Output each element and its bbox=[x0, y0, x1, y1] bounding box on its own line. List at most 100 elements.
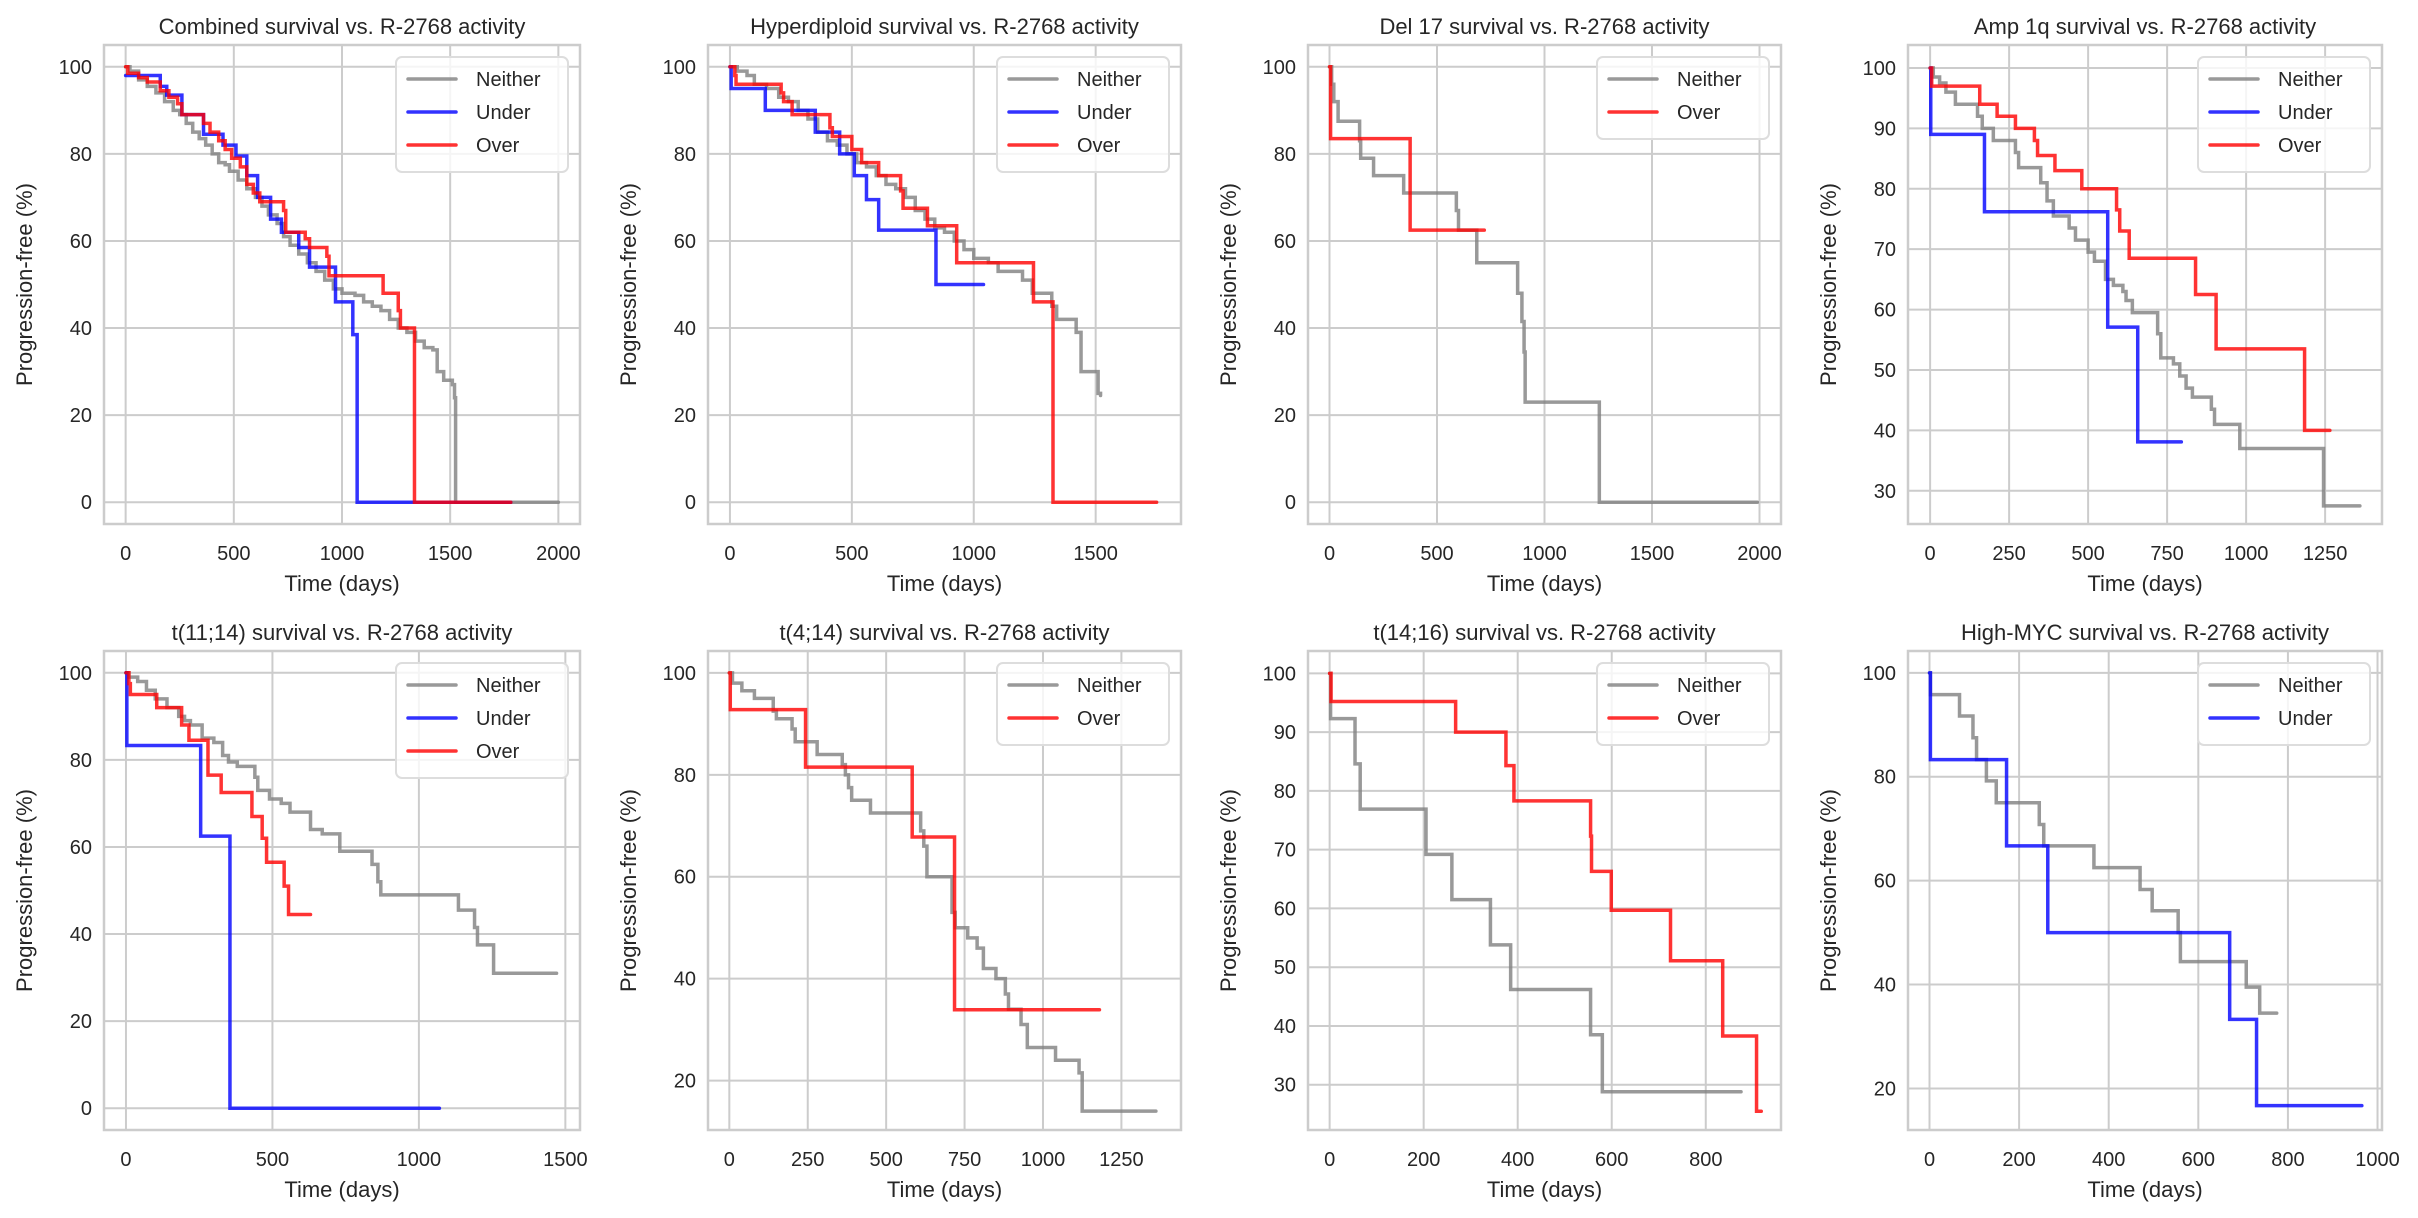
y-tick-label: 80 bbox=[674, 144, 696, 166]
y-tick-label: 40 bbox=[1874, 420, 1896, 442]
subplot-title: High-MYC survival vs. R-2768 activity bbox=[1961, 620, 2329, 645]
axes-frame bbox=[1906, 43, 2384, 526]
x-tick-label: 400 bbox=[2092, 1149, 2125, 1171]
y-tick-label: 70 bbox=[1874, 239, 1896, 261]
subplot-7: 0 200 400 600 800 30 40 50 60 70 80 90 100 t(14;16) s… bbox=[1216, 620, 1783, 1202]
x-tick-label: 0 bbox=[120, 543, 131, 565]
y-tick-label: 20 bbox=[70, 405, 92, 427]
y-tick-label: 80 bbox=[1874, 767, 1896, 789]
km-curve-neither bbox=[1927, 671, 2279, 1015]
x-axis-label: Time (days) bbox=[1487, 571, 1602, 596]
axes-frame bbox=[102, 649, 582, 1132]
y-tick-label: 100 bbox=[59, 57, 92, 79]
x-axis-label: Time (days) bbox=[2087, 571, 2202, 596]
legend: Neither Under Over bbox=[395, 56, 569, 173]
km-curve-neither bbox=[727, 671, 1158, 1113]
legend-label: Over bbox=[1077, 135, 1121, 157]
legend: Neither Over bbox=[996, 662, 1170, 746]
x-tick-label: 200 bbox=[2002, 1149, 2035, 1171]
y-tick-label: 40 bbox=[674, 969, 696, 991]
x-axis-label: Time (days) bbox=[1487, 1177, 1602, 1202]
y-tick-label: 20 bbox=[674, 1071, 696, 1093]
subplot-5: 0 500 1000 1500 0 20 40 60 80 100 t(11;14) surviva… bbox=[12, 620, 588, 1202]
x-tick-label: 250 bbox=[791, 1149, 824, 1171]
x-tick-label: 0 bbox=[1324, 1149, 1335, 1171]
x-tick-label: 500 bbox=[2071, 543, 2104, 565]
y-axis-label: Progression-free (%) bbox=[616, 183, 641, 386]
y-tick-label: 40 bbox=[1274, 1016, 1296, 1038]
y-tick-label: 80 bbox=[1274, 781, 1296, 803]
x-tick-label: 1000 bbox=[2355, 1149, 2400, 1171]
axes-frame bbox=[1306, 649, 1783, 1132]
y-tick-label: 20 bbox=[1274, 405, 1296, 427]
x-tick-label: 600 bbox=[2182, 1149, 2215, 1171]
x-tick-label: 1500 bbox=[1630, 543, 1675, 565]
y-tick-label: 80 bbox=[1274, 144, 1296, 166]
x-tick-label: 2000 bbox=[1737, 543, 1782, 565]
km-curve-under bbox=[1927, 671, 2364, 1108]
y-tick-label: 0 bbox=[81, 492, 92, 514]
axes-frame bbox=[706, 649, 1183, 1132]
x-tick-label: 0 bbox=[1925, 543, 1936, 565]
legend-label: Over bbox=[1677, 102, 1721, 124]
subplot-title: t(11;14) survival vs. R-2768 activity bbox=[172, 620, 513, 645]
y-tick-label: 100 bbox=[663, 663, 696, 685]
y-tick-label: 20 bbox=[674, 405, 696, 427]
axes-frame bbox=[1306, 43, 1783, 526]
km-curve-neither bbox=[1327, 671, 1743, 1094]
x-tick-label: 800 bbox=[2271, 1149, 2304, 1171]
y-tick-label: 0 bbox=[1285, 492, 1296, 514]
axes-frame bbox=[102, 43, 582, 526]
x-tick-label: 200 bbox=[1407, 1149, 1440, 1171]
km-curve-over bbox=[124, 671, 313, 917]
y-tick-label: 40 bbox=[674, 318, 696, 340]
legend-label: Over bbox=[1677, 708, 1721, 730]
x-tick-label: 500 bbox=[835, 543, 868, 565]
y-tick-label: 60 bbox=[70, 837, 92, 859]
y-tick-label: 100 bbox=[1263, 663, 1296, 685]
y-tick-label: 100 bbox=[663, 57, 696, 79]
y-tick-label: 20 bbox=[1874, 1078, 1896, 1100]
x-tick-label: 400 bbox=[1501, 1149, 1534, 1171]
y-tick-label: 40 bbox=[1274, 318, 1296, 340]
x-tick-label: 1000 bbox=[2224, 543, 2269, 565]
subplot-4: 0 250 500 750 1000 1250 30 40 50 60 70 80 90 100 Amp 1… bbox=[1816, 14, 2384, 596]
y-tick-label: 0 bbox=[81, 1098, 92, 1120]
y-tick-label: 60 bbox=[674, 231, 696, 253]
y-axis-label: Progression-free (%) bbox=[12, 789, 37, 992]
subplot-title: t(4;14) survival vs. R-2768 activity bbox=[779, 620, 1109, 645]
y-tick-label: 80 bbox=[1874, 179, 1896, 201]
legend-label: Neither bbox=[476, 69, 541, 91]
y-axis-label: Progression-free (%) bbox=[616, 789, 641, 992]
legend: Neither Under Over bbox=[395, 662, 569, 779]
subplot-title: Hyperdiploid survival vs. R-2768 activit… bbox=[750, 14, 1139, 39]
x-tick-label: 0 bbox=[1924, 1149, 1935, 1171]
y-tick-label: 80 bbox=[70, 144, 92, 166]
x-tick-label: 1000 bbox=[320, 543, 365, 565]
legend: Neither Under Over bbox=[996, 56, 1170, 173]
y-tick-label: 60 bbox=[1874, 871, 1896, 893]
y-axis-label: Progression-free (%) bbox=[1216, 789, 1241, 992]
x-tick-label: 500 bbox=[869, 1149, 902, 1171]
x-tick-label: 600 bbox=[1595, 1149, 1628, 1171]
y-tick-label: 100 bbox=[1263, 57, 1296, 79]
y-tick-label: 50 bbox=[1874, 360, 1896, 382]
subplot-8: 0 200 400 600 800 1000 20 40 60 80 100 High-MYC sur… bbox=[1816, 620, 2400, 1202]
legend-label: Neither bbox=[1077, 675, 1142, 697]
km-curve-neither bbox=[1928, 66, 2362, 508]
subplot-6: 0 250 500 750 1000 1250 20 40 60 80 100 t(4;14) sur… bbox=[616, 620, 1183, 1202]
y-tick-label: 30 bbox=[1874, 481, 1896, 503]
x-tick-label: 0 bbox=[724, 543, 735, 565]
x-tick-label: 0 bbox=[120, 1149, 131, 1171]
legend-label: Under bbox=[1077, 102, 1132, 124]
y-tick-label: 40 bbox=[70, 318, 92, 340]
legend: Neither Over bbox=[1596, 56, 1770, 140]
km-curve-under bbox=[1928, 66, 2184, 444]
legend-label: Over bbox=[476, 741, 520, 763]
axes-frame bbox=[706, 43, 1183, 526]
y-axis-label: Progression-free (%) bbox=[12, 183, 37, 386]
y-tick-label: 100 bbox=[59, 663, 92, 685]
legend-label: Over bbox=[476, 135, 520, 157]
x-tick-label: 250 bbox=[1992, 543, 2025, 565]
